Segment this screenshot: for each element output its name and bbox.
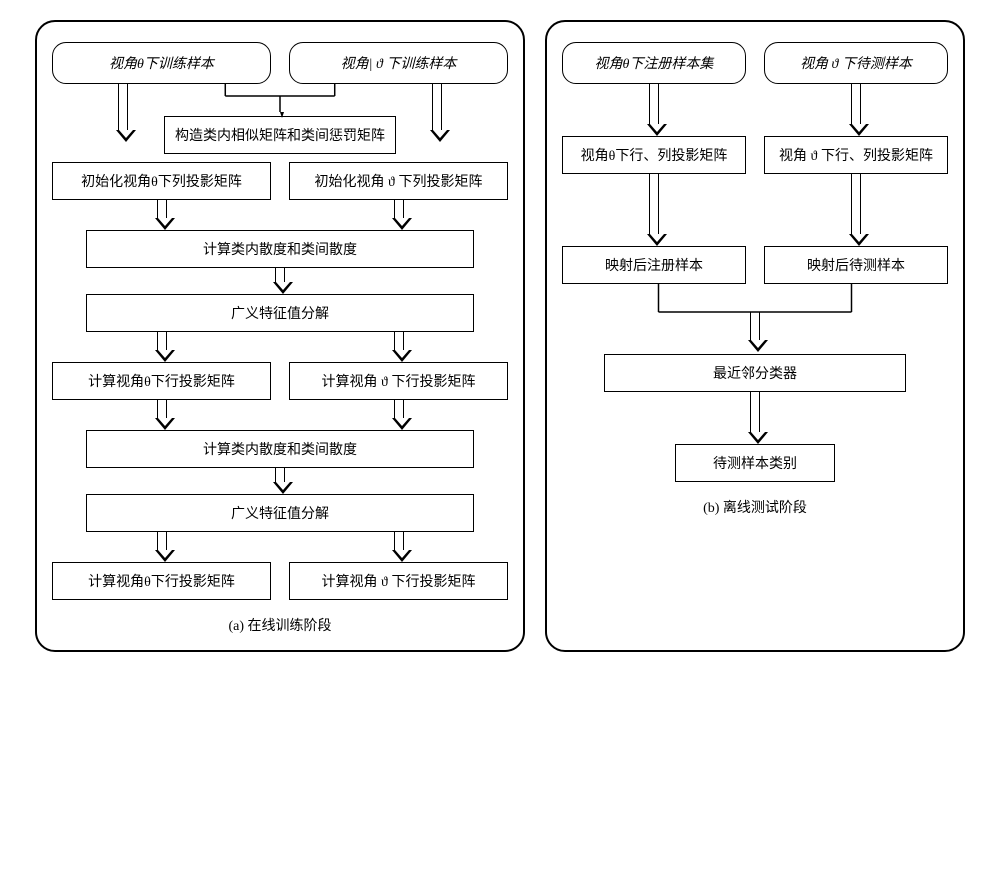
node-init-col-proj-theta: 初始化视角θ下列投影矩阵 xyxy=(52,162,271,200)
arrow-b-cls-res xyxy=(562,392,948,444)
caption-a: (a) 在线训练阶段 xyxy=(52,615,508,635)
node-rowproj-vartheta-1: 计算视角 ϑ 下行投影矩阵 xyxy=(289,362,508,400)
node-train-theta: 视角θ下训练样本 xyxy=(52,42,271,84)
row-rowproj1: 计算视角θ下行投影矩阵 计算视角 ϑ 下行投影矩阵 xyxy=(52,362,508,400)
row-init: 初始化视角θ下列投影矩阵 初始化视角 ϑ 下列投影矩阵 xyxy=(52,162,508,200)
caption-b: (b) 离线测试阶段 xyxy=(562,497,948,517)
node-init-col-proj-vartheta: 初始化视角 ϑ 下列投影矩阵 xyxy=(289,162,508,200)
node-rowproj-theta-1: 计算视角θ下行投影矩阵 xyxy=(52,362,271,400)
row-b-proj: 视角θ下行、列投影矩阵 视角 ϑ 下行、列投影矩阵 xyxy=(562,136,948,174)
node-proj-vartheta: 视角 ϑ 下行、列投影矩阵 xyxy=(764,136,948,174)
arrows-eig1-split xyxy=(52,332,508,362)
node-result: 待测样本类别 xyxy=(675,444,835,482)
arrow-scatter2-eig2 xyxy=(52,468,508,494)
connector-b-merge xyxy=(562,284,948,354)
node-scatter1: 计算类内散度和类间散度 xyxy=(86,230,474,268)
node-eig1: 广义特征值分解 xyxy=(86,294,474,332)
node-mapped-gallery: 映射后注册样本 xyxy=(562,246,746,284)
row-top-inputs: 视角θ下训练样本 视角| ϑ 下训练样本 xyxy=(52,42,508,84)
row-rowproj2: 计算视角θ下行投影矩阵 计算视角 ϑ 下行投影矩阵 xyxy=(52,562,508,600)
node-train-vartheta: 视角| ϑ 下训练样本 xyxy=(289,42,508,84)
node-mapped-probe: 映射后待测样本 xyxy=(764,246,948,284)
node-scatter2: 计算类内散度和类间散度 xyxy=(86,430,474,468)
node-eig2: 广义特征值分解 xyxy=(86,494,474,532)
arrows-rowproj1-to-scatter2 xyxy=(52,400,508,430)
node-rowproj-vartheta-2: 计算视角 ϑ 下行投影矩阵 xyxy=(289,562,508,600)
row-b-result: 待测样本类别 xyxy=(562,444,948,482)
node-gallery-theta: 视角θ下注册样本集 xyxy=(562,42,746,84)
node-rowproj-theta-2: 计算视角θ下行投影矩阵 xyxy=(52,562,271,600)
arrow-scatter1-eig1 xyxy=(52,268,508,294)
row-b-mapped: 映射后注册样本 映射后待测样本 xyxy=(562,246,948,284)
panel-testing: 视角θ下注册样本集 视角 ϑ 下待测样本 视角θ下行、列投影矩阵 视角 ϑ 下行… xyxy=(545,20,965,652)
node-proj-theta: 视角θ下行、列投影矩阵 xyxy=(562,136,746,174)
arrows-eig2-split xyxy=(52,532,508,562)
node-probe-vartheta: 视角 ϑ 下待测样本 xyxy=(764,42,948,84)
connector-top xyxy=(52,84,508,144)
row-b-top: 视角θ下注册样本集 视角 ϑ 下待测样本 xyxy=(562,42,948,84)
arrows-b1 xyxy=(562,84,948,136)
arrows-b2 xyxy=(562,174,948,246)
node-nn-classifier: 最近邻分类器 xyxy=(604,354,905,392)
panel-training: 视角θ下训练样本 视角| ϑ 下训练样本 构造类内相似矩阵和类间惩罚矩阵 初始化… xyxy=(35,20,525,652)
arrows-init-to-scatter1 xyxy=(52,200,508,230)
